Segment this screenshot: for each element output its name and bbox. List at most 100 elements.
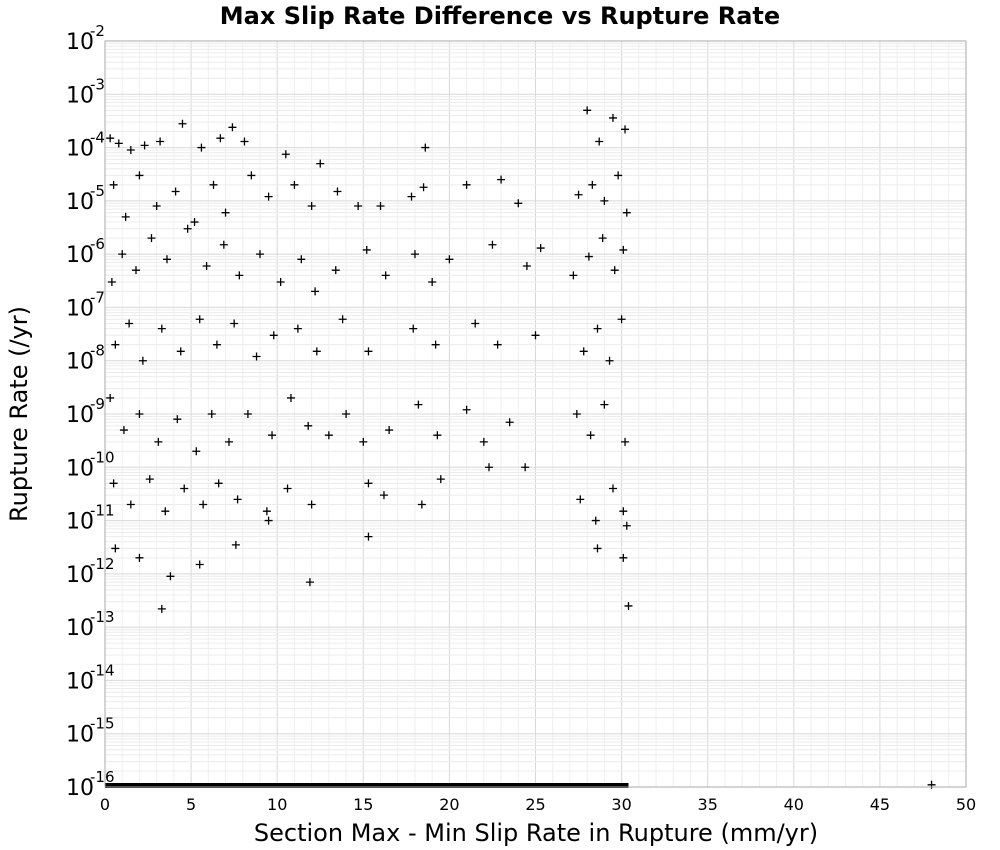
data-point: [445, 255, 454, 264]
data-point: [376, 202, 385, 211]
data-point: [180, 484, 189, 493]
y-tick-label-exponent: -16: [90, 768, 115, 786]
data-point: [106, 134, 115, 143]
data-point: [488, 240, 497, 249]
y-tick-label-exponent: -3: [90, 75, 105, 93]
data-point: [338, 315, 347, 324]
data-point: [290, 180, 299, 189]
data-point: [610, 266, 619, 275]
data-point: [111, 544, 120, 553]
y-tick-label-base: 10: [66, 456, 94, 481]
data-point: [379, 491, 388, 500]
y-tick-label-base: 10: [66, 563, 94, 588]
data-point: [293, 324, 302, 333]
x-tick-label: 50: [956, 795, 976, 814]
data-point: [195, 560, 204, 569]
data-point: [311, 287, 320, 296]
y-tick-label-exponent: -2: [90, 22, 105, 40]
data-point: [622, 521, 631, 530]
data-point: [171, 187, 180, 196]
data-point: [595, 137, 604, 146]
data-point: [140, 141, 149, 150]
data-point: [126, 146, 135, 155]
x-tick-label: 5: [186, 795, 196, 814]
data-point: [197, 143, 206, 152]
data-point: [286, 393, 295, 402]
data-point: [199, 500, 208, 509]
y-tick-label-exponent: -13: [90, 608, 115, 626]
data-point: [219, 240, 228, 249]
data-point: [166, 572, 175, 581]
x-axis-label: Section Max - Min Slip Rate in Rupture (…: [254, 819, 818, 847]
data-point: [598, 234, 607, 243]
data-point: [619, 507, 628, 516]
data-point: [161, 507, 170, 516]
data-point: [114, 139, 123, 148]
y-tick-label-exponent: -4: [90, 129, 105, 147]
data-point: [364, 347, 373, 356]
x-tick-label: 30: [611, 795, 631, 814]
data-point: [118, 250, 127, 259]
x-tick-label: 0: [100, 795, 110, 814]
data-point: [268, 431, 277, 440]
y-tick-label-base: 10: [66, 403, 94, 428]
plot-frame: [104, 40, 967, 788]
data-point: [235, 271, 244, 280]
data-point: [588, 180, 597, 189]
data-point: [419, 183, 428, 192]
data-point: [304, 421, 313, 430]
data-point: [485, 463, 494, 472]
data-point: [152, 202, 161, 211]
data-point: [536, 244, 545, 253]
y-tick-label-base: 10: [66, 776, 94, 801]
points-layer: [106, 106, 936, 789]
data-point: [307, 500, 316, 509]
grid-layer: [104, 41, 967, 788]
data-point: [497, 175, 506, 184]
data-point: [514, 199, 523, 208]
data-point: [230, 319, 239, 328]
data-point: [354, 202, 363, 211]
data-point: [410, 250, 419, 259]
data-point: [421, 143, 430, 152]
data-point: [283, 484, 292, 493]
data-point: [126, 500, 135, 509]
data-point: [617, 315, 626, 324]
data-point: [183, 224, 192, 233]
data-point: [190, 218, 199, 227]
data-point: [462, 180, 471, 189]
floor-band: [105, 783, 629, 788]
data-point: [231, 540, 240, 549]
data-point: [135, 410, 144, 418]
data-point: [207, 410, 216, 418]
data-point: [240, 137, 249, 146]
data-point: [522, 261, 531, 270]
data-point: [192, 447, 201, 456]
y-tick-label-base: 10: [66, 137, 94, 162]
data-point: [202, 261, 211, 270]
data-point: [479, 437, 488, 446]
y-tick-label-base: 10: [66, 616, 94, 641]
data-point: [297, 255, 306, 264]
data-point: [262, 507, 271, 516]
data-point: [212, 340, 221, 349]
data-point: [109, 479, 118, 488]
data-point: [243, 410, 252, 418]
y-tick-label-exponent: -15: [90, 715, 115, 733]
data-point: [106, 393, 115, 402]
y-tick-label-exponent: -10: [90, 448, 115, 466]
x-tick-label: 25: [525, 795, 545, 814]
data-point: [195, 315, 204, 324]
data-point: [125, 319, 134, 328]
data-point: [583, 106, 592, 115]
x-tick-label: 10: [267, 795, 287, 814]
data-point: [608, 484, 617, 493]
data-point: [233, 495, 242, 504]
data-point: [178, 119, 187, 128]
data-point: [385, 426, 394, 435]
data-point: [173, 415, 182, 424]
data-point: [156, 137, 165, 146]
data-point: [247, 171, 256, 180]
data-point: [614, 171, 623, 180]
